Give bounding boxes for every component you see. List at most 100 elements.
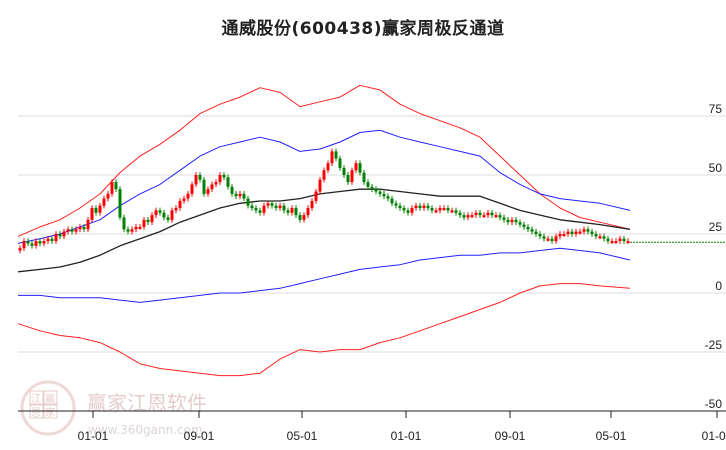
candle-up <box>86 219 90 230</box>
candle-up <box>438 208 442 211</box>
candle-up <box>414 205 418 209</box>
candle-up <box>610 241 614 244</box>
candle-down <box>298 215 302 220</box>
candle-down <box>522 224 526 227</box>
candle-up <box>110 182 114 194</box>
candle-down <box>430 208 434 211</box>
candle-down <box>390 198 394 204</box>
x-axis-ticks: 01-01 09-01 05-01 01-01 09-01 05-01 01-01 <box>78 411 726 443</box>
candle-up <box>278 205 282 209</box>
candle-down <box>502 217 506 220</box>
candle-down <box>406 210 410 213</box>
candle-down <box>446 208 450 211</box>
candle-down <box>286 210 290 213</box>
candle-up <box>134 226 138 230</box>
candle-up <box>318 179 322 192</box>
candle-down <box>386 196 390 199</box>
candle-up <box>130 229 134 232</box>
upper-outer-line <box>17 84 631 237</box>
candle-up <box>574 231 578 234</box>
candle-up <box>290 208 294 213</box>
candle-up <box>98 205 102 213</box>
x-tick-label: 01-01 <box>702 429 726 443</box>
candle-up <box>262 205 266 213</box>
x-tick-label: 01-01 <box>391 429 422 443</box>
candle-down <box>162 212 166 218</box>
candle-up <box>66 229 70 232</box>
candle-up <box>326 163 330 171</box>
candle-down <box>358 163 362 173</box>
candle-down <box>222 175 226 178</box>
candle-up <box>466 215 470 218</box>
candle-down <box>538 234 542 237</box>
candle-up <box>34 241 38 246</box>
candle-down <box>362 172 366 183</box>
candle-down <box>622 238 626 242</box>
candle-down <box>602 236 606 239</box>
y-axis-labels: 75 50 25 0 -25 -50 <box>705 102 723 411</box>
candle-up <box>310 200 314 209</box>
candle-down <box>338 158 342 168</box>
candle-up <box>190 184 194 194</box>
candle-up <box>546 238 550 241</box>
x-tick-label: 01-01 <box>78 429 109 443</box>
candle-up <box>54 234 58 242</box>
x-tick-label: 09-01 <box>184 429 215 443</box>
candle-up <box>174 208 178 211</box>
candle-down <box>274 205 278 209</box>
candle-up <box>558 234 562 237</box>
candle-up <box>306 208 310 216</box>
candle-up <box>470 215 474 218</box>
candle-down <box>530 229 534 232</box>
candle-up <box>554 236 558 242</box>
candle-down <box>294 208 298 216</box>
candle-down <box>258 210 262 213</box>
candle-down <box>426 205 430 209</box>
svg-text:家: 家 <box>45 406 55 419</box>
candle-down <box>378 191 382 194</box>
candle-up <box>238 193 242 197</box>
x-tick-label: 09-01 <box>495 429 526 443</box>
candle-up <box>78 226 82 230</box>
candle-down <box>374 189 378 192</box>
candle-up <box>510 219 514 223</box>
candle-down <box>334 151 338 159</box>
candle-down <box>594 234 598 237</box>
middle-line <box>17 188 631 273</box>
candle-up <box>578 231 582 234</box>
candle-down <box>230 186 234 194</box>
candle-down <box>198 175 202 180</box>
svg-text:江: 江 <box>31 393 41 405</box>
candle-down <box>122 217 126 230</box>
y-tick-label: 75 <box>709 102 723 116</box>
candle-down <box>490 212 494 216</box>
candle-up <box>186 193 190 199</box>
watermark-logo-icon <box>20 380 76 436</box>
candle-down <box>38 241 42 244</box>
candle-down <box>518 222 522 225</box>
y-tick-label: -50 <box>705 397 723 411</box>
candle-down <box>30 243 34 246</box>
candle-down <box>550 238 554 242</box>
candle-up <box>410 208 414 213</box>
candle-up <box>486 212 490 216</box>
candle-down <box>346 175 350 183</box>
candle-down <box>242 193 246 199</box>
candle-down <box>526 226 530 230</box>
candle-up <box>562 234 566 236</box>
y-tick-label: -25 <box>705 338 723 352</box>
candle-up <box>90 208 94 220</box>
candle-up <box>182 198 186 201</box>
candle-up <box>138 226 142 229</box>
candle-down <box>146 219 150 223</box>
candle-down <box>586 229 590 232</box>
candle-down <box>82 226 86 230</box>
candle-up <box>482 215 486 218</box>
grid-lines <box>18 115 726 353</box>
candle-down <box>398 205 402 209</box>
candle-up <box>350 170 354 183</box>
candle-up <box>598 236 602 239</box>
candle-down <box>514 219 518 223</box>
candle-down <box>402 208 406 211</box>
